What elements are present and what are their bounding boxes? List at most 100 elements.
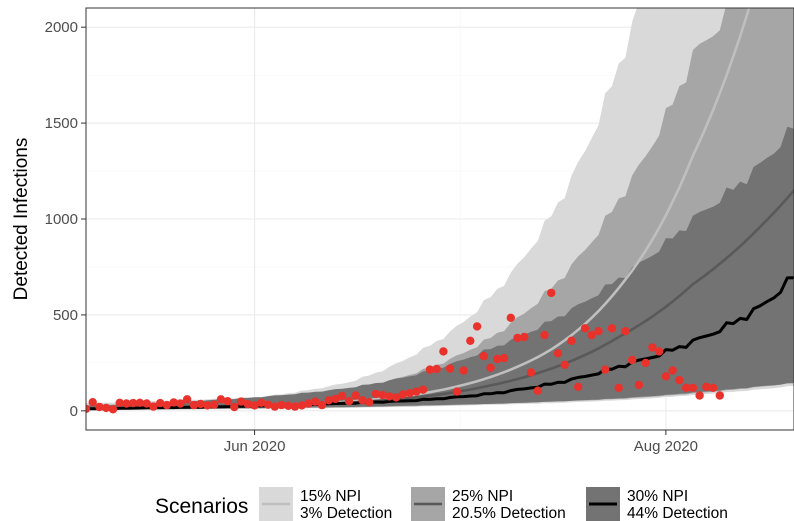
data-point	[203, 401, 212, 410]
y-tick-label: 1500	[45, 115, 78, 132]
data-point	[479, 351, 488, 361]
data-point	[216, 395, 226, 404]
data-point	[513, 333, 522, 343]
data-point	[277, 400, 286, 410]
data-point	[86, 404, 91, 414]
data-point	[162, 400, 172, 410]
data-point	[250, 401, 259, 410]
data-point	[169, 398, 178, 407]
data-point	[385, 392, 394, 401]
data-point	[628, 355, 637, 365]
data-point	[405, 389, 414, 398]
data-point	[621, 327, 630, 336]
data-point	[88, 398, 97, 407]
data-point	[297, 401, 306, 410]
data-point	[607, 324, 617, 333]
data-point	[331, 394, 340, 404]
data-point	[122, 399, 131, 408]
data-point	[493, 354, 502, 364]
data-point	[392, 393, 401, 402]
data-point	[371, 389, 381, 399]
legend-label-line1: 30% NPI	[627, 488, 688, 505]
data-point	[574, 382, 583, 391]
legend-label-line2: 44% Detection	[627, 505, 728, 521]
data-point	[634, 380, 644, 390]
data-point	[594, 327, 603, 336]
data-point	[466, 336, 475, 345]
data-point	[209, 400, 219, 409]
y-tick-label: 1000	[45, 211, 78, 228]
data-point	[378, 390, 387, 400]
data-point	[702, 382, 711, 391]
data-point	[351, 391, 360, 400]
data-point	[243, 399, 252, 409]
data-point	[149, 402, 158, 411]
data-point	[257, 398, 266, 407]
data-point	[230, 402, 239, 412]
data-point	[648, 343, 657, 352]
legend-label-line1: 25% NPI	[452, 488, 513, 505]
data-point	[580, 324, 590, 333]
data-point	[499, 353, 509, 363]
y-tick-label: 2000	[45, 19, 78, 36]
data-point	[129, 398, 138, 408]
data-point	[547, 288, 556, 298]
data-point	[412, 387, 421, 396]
data-point	[472, 322, 482, 331]
data-point	[445, 364, 455, 373]
data-point	[135, 398, 145, 407]
data-point	[418, 385, 428, 394]
data-point	[142, 399, 151, 408]
data-point	[614, 383, 623, 392]
data-point	[156, 398, 165, 408]
data-point	[681, 383, 691, 392]
data-point	[270, 402, 279, 411]
data-point	[675, 375, 684, 385]
data-point	[196, 399, 205, 409]
data-point	[432, 364, 441, 374]
y-axis: 0 500 1000 1500 2000	[45, 19, 86, 420]
data-point	[641, 358, 650, 368]
legend-label-line2: 3% Detection	[300, 505, 392, 521]
y-tick-label: 500	[53, 307, 78, 324]
data-point	[398, 390, 408, 399]
data-point	[182, 395, 192, 404]
legend-label-line1: 15% NPI	[300, 488, 361, 505]
data-point	[567, 336, 576, 345]
data-point	[290, 402, 300, 411]
data-point	[587, 330, 596, 340]
data-point	[263, 400, 273, 409]
data-point	[601, 365, 610, 374]
data-point	[668, 366, 677, 375]
x-tick-label: Jun 2020	[224, 438, 286, 455]
data-point	[365, 398, 374, 407]
data-point	[284, 401, 293, 410]
data-point	[176, 399, 185, 408]
data-point	[715, 391, 724, 400]
data-point	[654, 347, 664, 356]
data-point	[688, 383, 698, 392]
data-point	[115, 398, 124, 407]
legend-label-line2: 20.5% Detection	[452, 505, 566, 521]
data-point	[560, 360, 569, 369]
data-point	[102, 403, 111, 413]
data-point	[661, 372, 671, 381]
data-point	[311, 397, 320, 406]
data-point	[452, 387, 462, 396]
data-point	[108, 405, 118, 414]
data-point	[695, 391, 704, 400]
data-point	[506, 313, 515, 322]
data-point	[317, 400, 327, 410]
data-point	[338, 391, 347, 401]
y-tick-label: 0	[70, 403, 78, 420]
data-point	[358, 396, 367, 405]
data-point	[540, 330, 549, 340]
x-tick-label: Aug 2020	[634, 438, 698, 455]
data-point	[223, 397, 232, 406]
data-point	[344, 397, 354, 406]
data-point	[236, 397, 246, 406]
y-axis-title: Detected Infections	[11, 138, 32, 301]
data-point	[526, 368, 536, 377]
